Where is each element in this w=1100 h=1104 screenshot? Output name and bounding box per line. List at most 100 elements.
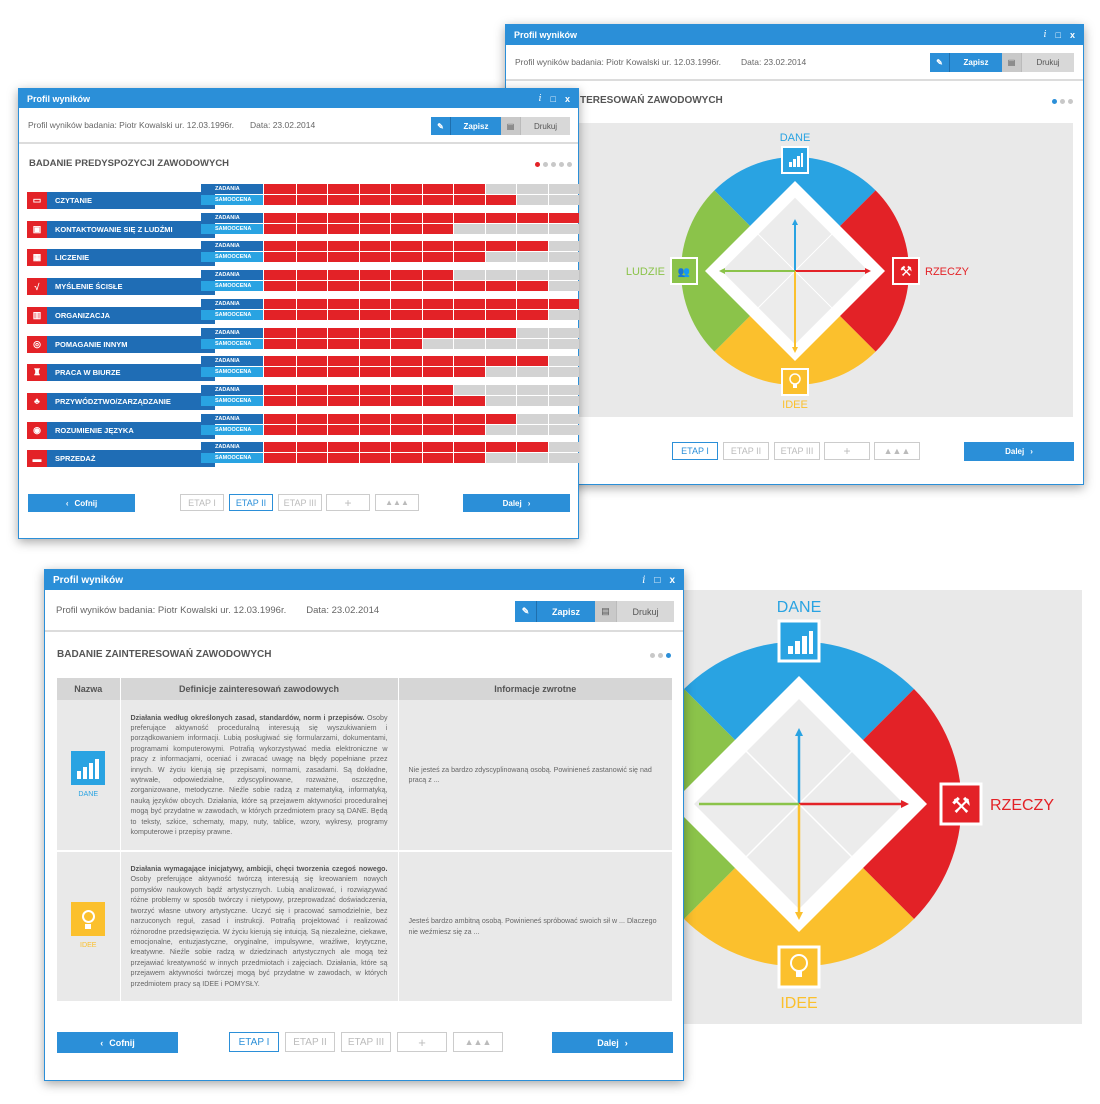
bar-separator: [390, 309, 391, 320]
plus-button[interactable]: +: [326, 494, 370, 511]
bar-separator: [358, 413, 360, 424]
big-diagram-panel: ⚒ DANE RZECZY IDEE: [684, 590, 1082, 1024]
page-dot[interactable]: [666, 653, 671, 658]
print-button[interactable]: ▤ Drukuj: [501, 117, 570, 135]
print-button[interactable]: ▤ Drukuj: [1002, 53, 1074, 72]
close-icon[interactable]: x: [564, 93, 570, 104]
bar-separator: [390, 252, 391, 263]
bar-separator: [421, 395, 423, 406]
bar-separator: [421, 223, 423, 234]
bar-separator: [484, 252, 486, 263]
chevron-right-icon: ›: [624, 1037, 628, 1048]
bar-separator: [358, 327, 360, 338]
bar-separator: [295, 413, 297, 424]
bar-separator: [295, 241, 297, 252]
chevron-right-icon: ›: [1030, 447, 1033, 456]
name-cell: DANE: [57, 700, 121, 852]
etap2-button[interactable]: ETAP II: [723, 442, 769, 460]
bar-fill: [264, 241, 548, 252]
next-button[interactable]: Dalej ›: [463, 494, 570, 512]
bar-separator: [484, 309, 486, 320]
bar-separator: [453, 453, 454, 464]
save-button[interactable]: ✎ Zapisz: [515, 601, 595, 622]
next-button[interactable]: Dalej ›: [964, 442, 1074, 461]
maximize-icon[interactable]: □: [654, 574, 661, 586]
bar-fill: [264, 252, 485, 263]
bar-separator: [453, 395, 454, 406]
bar-row: √ MYŚLENIE ŚCISŁE ZADANIA SAMOOCENA: [27, 270, 579, 298]
bar-separator: [547, 195, 549, 205]
page-dot[interactable]: [559, 162, 564, 167]
back-button[interactable]: ‹ Cofnij: [28, 494, 135, 512]
zadania-bar: [264, 270, 579, 281]
zadania-bar: [264, 212, 579, 223]
bar-separator: [421, 424, 423, 435]
subject-text: Profil wyników badania: Piotr Kowalski u…: [28, 120, 235, 130]
group-button[interactable]: ▲▲▲: [453, 1032, 503, 1052]
bar-separator: [295, 327, 297, 338]
page-dot[interactable]: [658, 653, 663, 658]
etap2-button[interactable]: ETAP II: [229, 494, 273, 511]
maximize-icon[interactable]: □: [550, 93, 556, 104]
page-dot[interactable]: [551, 162, 556, 167]
etap2-button[interactable]: ETAP II: [285, 1032, 335, 1052]
info-icon[interactable]: i: [642, 574, 646, 586]
chevron-left-icon: ‹: [100, 1037, 104, 1048]
definition-heading: Działania wymagające inicjatywy, ambicji…: [130, 865, 388, 874]
bar-separator: [547, 395, 549, 406]
definition-text: Osoby preferujące aktywność proceduralną…: [130, 713, 388, 837]
book-icon: ▭: [27, 192, 47, 209]
etap1-button[interactable]: ETAP I: [672, 442, 718, 460]
category-label: ▦ LICZENIE: [27, 249, 215, 267]
etap3-button[interactable]: ETAP III: [774, 442, 820, 460]
bar-separator: [547, 281, 549, 292]
maximize-icon[interactable]: □: [1055, 30, 1061, 40]
page-dot[interactable]: [535, 162, 540, 167]
close-icon[interactable]: x: [1069, 30, 1075, 40]
page-dot[interactable]: [1068, 99, 1073, 104]
plus-button[interactable]: +: [397, 1032, 447, 1052]
back-button[interactable]: ‹ Cofnij: [57, 1032, 178, 1053]
page-dot[interactable]: [567, 162, 572, 167]
page-dot[interactable]: [1060, 99, 1065, 104]
bar-separator: [390, 453, 391, 464]
title-bar: Profil wyników i □ x: [506, 25, 1083, 45]
page-dot[interactable]: [1052, 99, 1057, 104]
category-label: √ MYŚLENIE ŚCISŁE: [27, 278, 215, 296]
close-icon[interactable]: x: [669, 574, 675, 586]
page-dot[interactable]: [650, 653, 655, 658]
info-icon[interactable]: i: [538, 93, 542, 104]
date-text: Data: 23.02.2014: [306, 604, 380, 616]
bar-separator: [516, 212, 517, 223]
save-button[interactable]: ✎ Zapisz: [431, 117, 501, 135]
next-button[interactable]: Dalej ›: [552, 1032, 673, 1053]
bar-separator: [390, 338, 391, 349]
bar-separator: [358, 212, 360, 223]
bar-separator: [421, 384, 423, 395]
bar-separator: [295, 356, 297, 367]
etap3-button[interactable]: ETAP III: [278, 494, 322, 511]
page-dot[interactable]: [543, 162, 548, 167]
save-button[interactable]: ✎ Zapisz: [930, 53, 1002, 72]
info-icon[interactable]: i: [1043, 30, 1047, 40]
bar-separator: [327, 212, 328, 223]
bar-separator: [327, 338, 328, 349]
group-button[interactable]: ▲▲▲: [874, 442, 920, 460]
etap3-button[interactable]: ETAP III: [341, 1032, 391, 1052]
bar-separator: [453, 442, 454, 453]
group-button[interactable]: ▲▲▲: [375, 494, 419, 511]
bar-separator: [547, 367, 549, 378]
bar-separator: [295, 309, 297, 320]
lifebuoy-icon: ◎: [27, 335, 47, 353]
bar-separator: [295, 195, 297, 205]
zadania-bar: [264, 384, 579, 395]
print-button[interactable]: ▤ Drukuj: [595, 601, 674, 622]
svg-text:⚒: ⚒: [900, 264, 913, 280]
definition-heading: Działania według określonych zasad, stan…: [130, 713, 365, 722]
bar-separator: [547, 338, 549, 349]
etap1-button[interactable]: ETAP I: [180, 494, 224, 511]
category-label: ♣ PRZYWÓDZTWO/ZARZĄDZANIE: [27, 392, 215, 410]
plus-button[interactable]: +: [824, 442, 870, 460]
etap1-button[interactable]: ETAP I: [229, 1032, 279, 1052]
pencil-icon: ✎: [930, 53, 950, 72]
